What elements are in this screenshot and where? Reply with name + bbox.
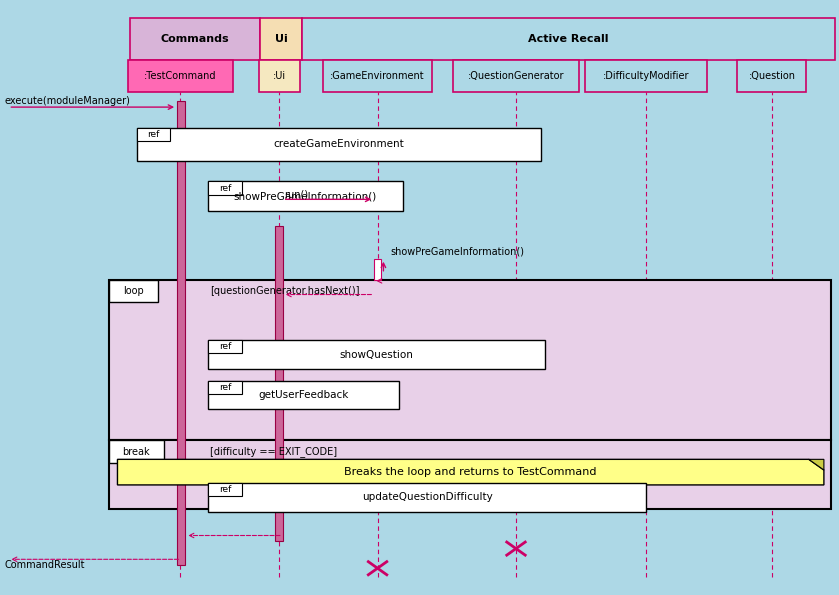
Text: run(): run() (284, 190, 309, 199)
Text: ref: ref (219, 342, 231, 352)
Bar (208, 340, 242, 353)
Bar (208, 181, 242, 195)
Text: ref: ref (219, 383, 231, 392)
Bar (302, 18, 835, 60)
Text: showPreGameInformation(): showPreGameInformation() (234, 192, 377, 201)
Text: :GameEnvironment: :GameEnvironment (331, 71, 425, 81)
Bar (323, 60, 432, 92)
Text: loop: loop (123, 286, 143, 296)
Text: ref: ref (219, 485, 231, 494)
Bar (585, 60, 706, 92)
Text: :Question: :Question (748, 71, 795, 81)
Bar (109, 440, 831, 509)
Text: break: break (122, 447, 149, 456)
Bar (109, 280, 158, 302)
Bar (737, 60, 806, 92)
Text: CommandResult: CommandResult (4, 560, 85, 570)
Text: createGameEnvironment: createGameEnvironment (274, 139, 404, 149)
Bar (208, 483, 646, 512)
Bar (260, 18, 302, 60)
Text: :TestCommand: :TestCommand (144, 71, 216, 81)
Bar (177, 101, 185, 565)
Text: updateQuestionDifficulty: updateQuestionDifficulty (362, 493, 492, 502)
Bar (137, 128, 541, 161)
Bar (208, 181, 403, 211)
Text: ref: ref (148, 130, 159, 139)
Text: [questionGenerator.hasNext()]: [questionGenerator.hasNext()] (210, 286, 359, 296)
Bar (453, 60, 579, 92)
Polygon shape (809, 459, 824, 470)
Text: getUserFeedback: getUserFeedback (258, 390, 348, 400)
Bar (128, 60, 232, 92)
Bar (208, 381, 242, 394)
Bar (275, 226, 283, 541)
Bar (208, 483, 242, 496)
Text: execute(moduleManager): execute(moduleManager) (4, 96, 130, 106)
Text: Ui: Ui (274, 34, 288, 43)
Bar (374, 259, 381, 280)
Text: :DifficultyModifier: :DifficultyModifier (602, 71, 690, 81)
Bar (208, 340, 545, 369)
Bar (109, 280, 831, 440)
Bar (208, 381, 399, 409)
Bar (259, 60, 300, 92)
Text: ref: ref (219, 183, 231, 193)
Bar (109, 440, 164, 463)
Text: showQuestion: showQuestion (340, 350, 414, 359)
Bar (137, 128, 170, 141)
Bar (130, 18, 260, 60)
Text: :QuestionGenerator: :QuestionGenerator (467, 71, 565, 81)
Text: Breaks the loop and returns to TestCommand: Breaks the loop and returns to TestComma… (345, 467, 597, 477)
Text: :Ui: :Ui (273, 71, 286, 81)
Text: showPreGameInformation(): showPreGameInformation() (390, 247, 524, 256)
Polygon shape (117, 459, 824, 485)
Text: [difficulty == EXIT_CODE]: [difficulty == EXIT_CODE] (210, 446, 337, 457)
Text: Commands: Commands (161, 34, 229, 43)
Text: Active Recall: Active Recall (529, 34, 608, 43)
